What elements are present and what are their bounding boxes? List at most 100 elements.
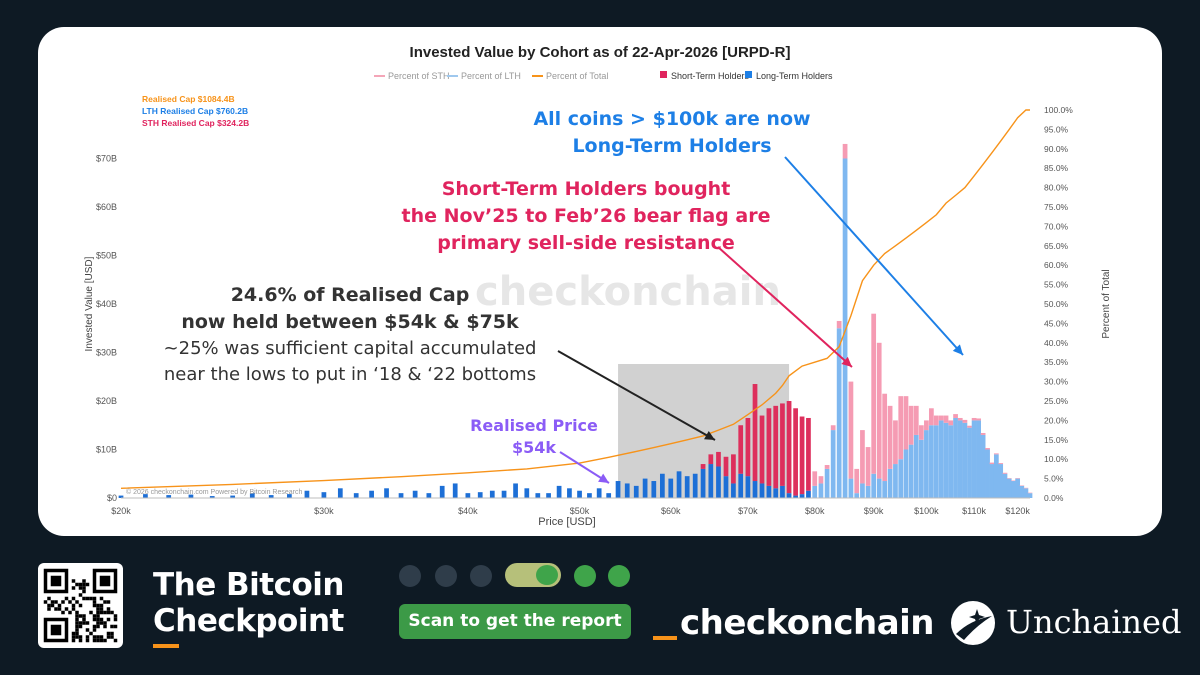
arrow-lth-head — [952, 344, 963, 355]
y-tick-label: $30B — [96, 348, 117, 358]
arrow-realised-price-head — [598, 473, 609, 483]
x-tick-label: $90k — [864, 506, 884, 516]
bar-lth — [426, 493, 432, 498]
bar-lth — [659, 473, 665, 498]
bar-lth — [799, 494, 805, 498]
bar-lth — [766, 485, 772, 498]
qr-code[interactable] — [38, 563, 123, 648]
bar-lth — [948, 425, 954, 498]
bar-lth — [692, 473, 698, 498]
bar-lth — [812, 485, 818, 498]
bar-lth — [596, 488, 602, 498]
x-tick-label: $20k — [111, 506, 131, 516]
cap-label: STH Realised Cap $324.2B — [142, 118, 249, 128]
bar-sth — [943, 415, 949, 423]
y2-tick-label: 95.0% — [1044, 124, 1069, 134]
bar-sth — [824, 465, 830, 469]
bar-lth — [913, 434, 919, 498]
y2-tick-label: 70.0% — [1044, 221, 1069, 231]
annotation-realised-price: $54k — [512, 438, 556, 457]
y2-tick-label: 35.0% — [1044, 357, 1069, 367]
bar-lth — [513, 483, 518, 498]
legend-label: Long-Term Holders — [756, 71, 833, 81]
bar-sth — [924, 420, 929, 431]
cap-label: LTH Realised Cap $760.2B — [142, 106, 248, 116]
cap-label: Realised Cap $1084.4B — [142, 94, 235, 104]
y2-tick-label: 90.0% — [1044, 144, 1069, 154]
urpd-chart: checkonchain $20k $30k $40k $50k $60k $70k $80… — [84, 44, 1112, 528]
y2-tick-label: 25.0% — [1044, 396, 1069, 406]
y2-tick-label: 30.0% — [1044, 377, 1069, 387]
y2-tick-label: 45.0% — [1044, 318, 1069, 328]
bar-lth — [989, 464, 995, 498]
y2-tick-label: 65.0% — [1044, 241, 1069, 251]
bar-lth — [587, 493, 592, 498]
bar-sth — [773, 405, 779, 489]
unchained-logo-icon — [951, 601, 995, 645]
bar-lth — [188, 494, 194, 498]
annotation-sth: the Nov’25 to Feb’26 bear flag are — [402, 205, 771, 227]
report-title-line1: The Bitcoin — [153, 567, 344, 603]
bar-lth — [898, 459, 904, 498]
bar-lth — [708, 464, 714, 498]
scan-report-button[interactable]: Scan to get the report — [399, 604, 631, 639]
bar-lth — [668, 478, 674, 498]
bar-lth — [980, 434, 986, 498]
bar-sth — [989, 462, 995, 465]
bar-lth — [836, 328, 842, 498]
bar-lth — [615, 481, 621, 498]
bar-sth — [860, 430, 865, 484]
bar-sth — [976, 418, 981, 421]
bar-sth — [745, 417, 751, 477]
bar-lth — [842, 158, 848, 498]
bar-sth — [723, 456, 729, 477]
bar-lth — [780, 485, 785, 498]
bar-lth — [998, 464, 1004, 498]
bar-lth — [535, 493, 541, 498]
annotation-sth: primary sell-side resistance — [437, 232, 734, 254]
bar-sth — [738, 425, 744, 474]
bar-sth — [818, 476, 824, 484]
bar-lth — [556, 485, 562, 498]
bar-lth — [642, 478, 648, 498]
bar-lth — [830, 430, 836, 498]
progress-dot — [435, 565, 457, 587]
arrow-realised-cap — [557, 350, 716, 441]
legend-label: Percent of Total — [546, 71, 608, 81]
bar-lth — [209, 496, 215, 498]
unchained-brand: Unchained — [1006, 603, 1182, 641]
bar-sth — [938, 415, 944, 421]
bar-lth — [439, 485, 445, 498]
y2-tick-label: 5.0% — [1044, 474, 1064, 484]
bar-lth — [384, 488, 389, 498]
bar-lth — [1015, 478, 1021, 498]
y2-tick-label: 0.0% — [1044, 493, 1064, 503]
x-tick-label: $100k — [914, 506, 939, 516]
x-axis-label: Price [USD] — [538, 516, 595, 528]
bar-sth — [848, 381, 854, 479]
bar-lth — [546, 493, 551, 498]
report-title-line2: Checkpoint — [153, 603, 344, 639]
chart-title: Invested Value by Cohort as of 22-Apr-20… — [410, 44, 791, 61]
bar-lth — [1027, 493, 1033, 498]
legend-swatch — [745, 71, 752, 78]
annotation-realised-cap: now held between $54k & $75k — [181, 311, 519, 333]
bar-sth — [836, 320, 842, 329]
bar-lth — [953, 417, 958, 498]
bar-lth — [633, 485, 639, 498]
bar-lth — [524, 488, 530, 498]
bar-lth — [1002, 473, 1008, 498]
annotation-realised-price: Realised Price — [470, 416, 598, 435]
bar-lth — [353, 493, 359, 498]
bar-sth — [700, 464, 706, 469]
bar-lth — [957, 420, 963, 498]
bar-sth — [893, 420, 898, 465]
chart-footnote: © 2026 checkonchain.com Powered by Bitco… — [126, 488, 302, 496]
legend-label: Short-Term Holders — [671, 71, 750, 81]
bar-lth — [993, 454, 999, 498]
bar-lth — [369, 490, 374, 498]
y2-tick-label: 15.0% — [1044, 435, 1069, 445]
bar-lth — [465, 493, 471, 498]
bar-lth — [304, 490, 310, 498]
x-tick-label: $40k — [458, 506, 478, 516]
